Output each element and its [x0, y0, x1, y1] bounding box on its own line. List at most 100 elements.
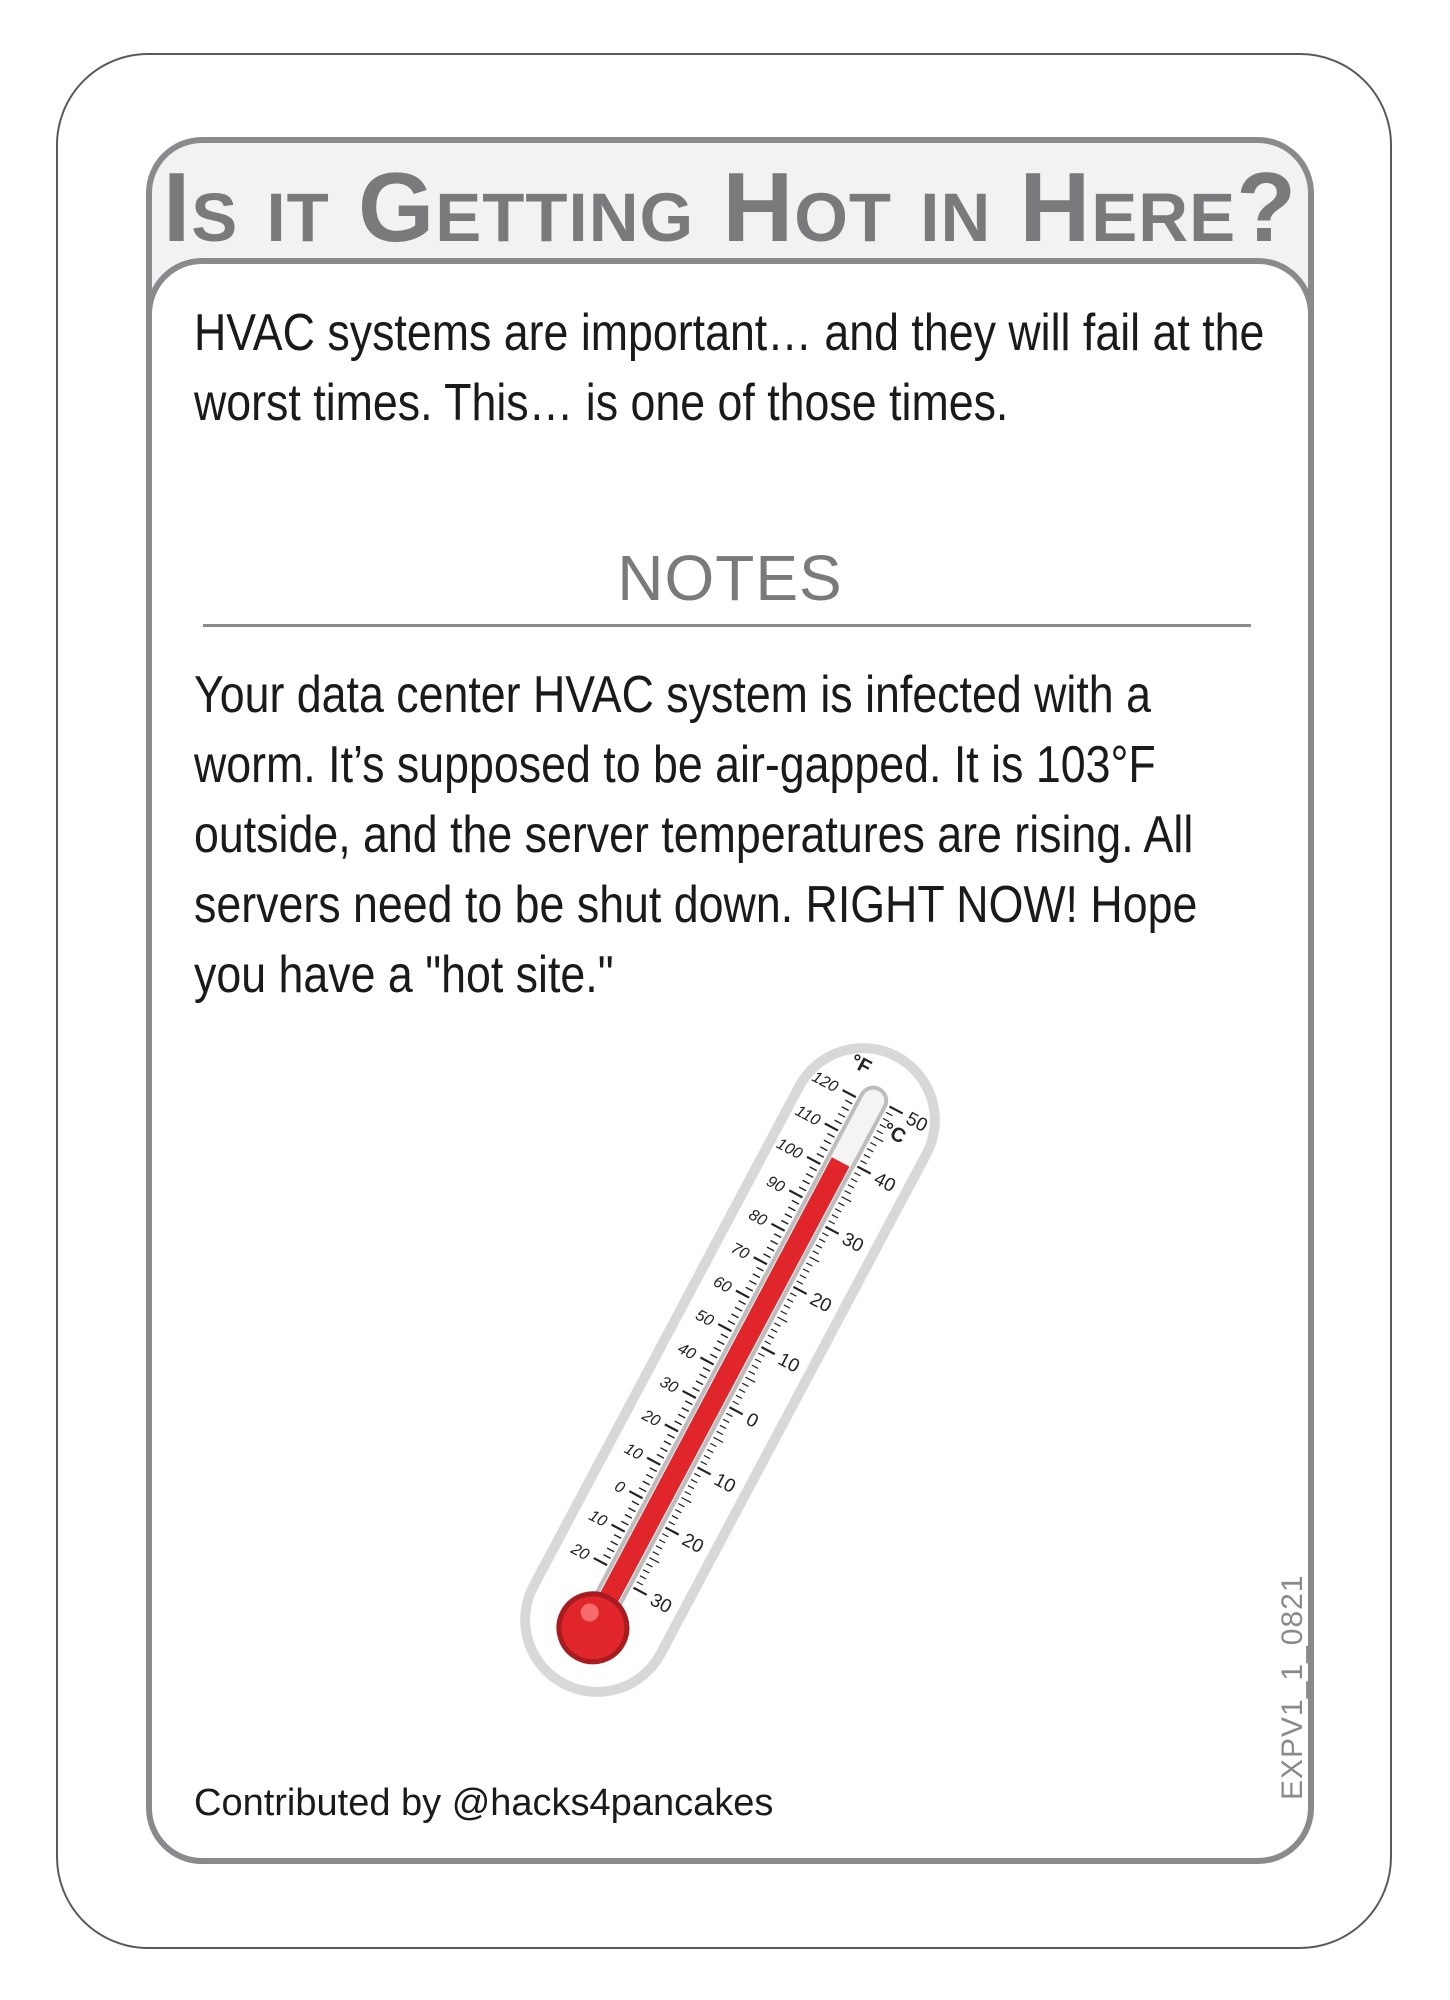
fahrenheit-tick [824, 1122, 839, 1132]
celsius-tick [882, 1117, 890, 1123]
fahrenheit-tick [753, 1256, 768, 1266]
fahrenheit-tick [709, 1353, 718, 1359]
notes-body: Your data center HVAC system is infected… [194, 666, 1198, 1004]
fahrenheit-tick [820, 1146, 828, 1152]
celsius-tick [677, 1502, 685, 1508]
celsius-tick [664, 1526, 680, 1536]
fahrenheit-tick [660, 1447, 668, 1453]
fahrenheit-tick [695, 1380, 704, 1386]
fahrenheit-tick [788, 1189, 804, 1199]
fahrenheit-tick [692, 1386, 700, 1392]
celsius-tick [652, 1551, 660, 1556]
fahrenheit-tick [806, 1155, 821, 1165]
celsius-tick [831, 1214, 839, 1219]
celsius-tick [687, 1484, 695, 1490]
fahrenheit-tick [649, 1467, 658, 1473]
fahrenheit-tick [606, 1547, 615, 1553]
celsius-tick [770, 1328, 778, 1333]
celsius-tick [869, 1141, 877, 1147]
thermometer-bulb-highlight [580, 1603, 599, 1622]
thermometer-fluid [584, 1157, 850, 1633]
fahrenheit-tick-label: 30 [657, 1374, 681, 1397]
celsius-tick [780, 1310, 788, 1315]
celsius-tick [690, 1478, 698, 1484]
celsius-tick [863, 1154, 871, 1159]
celsius-tick [760, 1346, 776, 1356]
celsius-tick [821, 1232, 829, 1237]
celsius-tick [853, 1172, 861, 1177]
notes-heading: NOTES [617, 542, 843, 614]
celsius-tick [674, 1508, 682, 1514]
fahrenheit-tick [745, 1286, 754, 1292]
fahrenheit-tick [802, 1179, 810, 1185]
fahrenheit-tick [834, 1119, 842, 1125]
fahrenheit-tick-label: 60 [710, 1273, 734, 1296]
celsius-tick [645, 1563, 653, 1568]
fahrenheit-tick [823, 1139, 832, 1145]
celsius-tick [658, 1539, 666, 1544]
fahrenheit-tick [735, 1289, 750, 1299]
fahrenheit-tick [642, 1480, 650, 1486]
fahrenheit-tick [667, 1433, 675, 1439]
celsius-tick [696, 1466, 712, 1476]
celsius-tick [732, 1400, 740, 1406]
celsius-tick [824, 1225, 840, 1235]
fahrenheit-tick [752, 1273, 761, 1279]
celsius-tick [879, 1123, 887, 1129]
celsius-tick [764, 1340, 772, 1345]
fahrenheit-tick [784, 1213, 793, 1219]
celsius-tick [748, 1370, 756, 1375]
fahrenheit-tick [713, 1346, 722, 1352]
celsius-tick [741, 1382, 749, 1387]
fahrenheit-tick [716, 1340, 725, 1346]
fahrenheit-tick [727, 1320, 736, 1326]
card-code: EXPV1_1_0821 [1276, 1574, 1309, 1800]
celsius-tick [700, 1460, 708, 1466]
fahrenheit-tick [610, 1540, 619, 1546]
celsius-tick [655, 1545, 663, 1550]
celsius-tick [642, 1569, 650, 1574]
fahrenheit-tick [613, 1533, 622, 1539]
fahrenheit-tick-label: 10 [586, 1507, 610, 1530]
fahrenheit-tick-label: 10 [621, 1440, 645, 1463]
celsius-tick [834, 1208, 842, 1213]
fahrenheit-tick [770, 1239, 778, 1245]
fahrenheit-tick [677, 1413, 686, 1419]
celsius-tick [783, 1304, 791, 1309]
celsius-tick [799, 1274, 807, 1279]
fahrenheit-tick [773, 1233, 782, 1239]
fahrenheit-tick [841, 1106, 850, 1112]
celsius-tick [885, 1111, 893, 1117]
celsius-tick [716, 1430, 724, 1436]
fahrenheit-tick [780, 1219, 789, 1225]
celsius-tick [681, 1496, 692, 1504]
fahrenheit-tick [628, 1507, 636, 1513]
fahrenheit-tick [738, 1300, 746, 1305]
celsius-tick [786, 1298, 794, 1303]
fahrenheit-tick [734, 1306, 743, 1312]
fahrenheit-tick [645, 1473, 654, 1479]
fahrenheit-tick-label: 90 [764, 1173, 788, 1196]
celsius-tick [668, 1521, 676, 1526]
fahrenheit-tick [631, 1500, 640, 1506]
celsius-tick [809, 1256, 820, 1263]
celsius-tick [841, 1196, 852, 1203]
celsius-tick [802, 1268, 810, 1273]
fahrenheit-tick [702, 1366, 711, 1372]
celsius-tick [684, 1490, 692, 1496]
celsius-tick [792, 1285, 808, 1295]
celsius-tick [773, 1322, 781, 1327]
celsius-tick [828, 1220, 836, 1225]
celsius-tick [725, 1412, 733, 1418]
fahrenheit-tick-label: 70 [728, 1240, 752, 1263]
celsius-tick [805, 1262, 813, 1267]
fahrenheit-tick [656, 1453, 665, 1459]
celsius-tick [722, 1418, 730, 1424]
fahrenheit-tick [844, 1099, 853, 1105]
fahrenheit-tick [717, 1323, 732, 1333]
fahrenheit-tick [720, 1333, 729, 1339]
celsius-tick [873, 1135, 884, 1143]
celsius-tick [649, 1557, 660, 1564]
celsius-tick [738, 1388, 746, 1394]
fahrenheit-tick [593, 1557, 608, 1567]
